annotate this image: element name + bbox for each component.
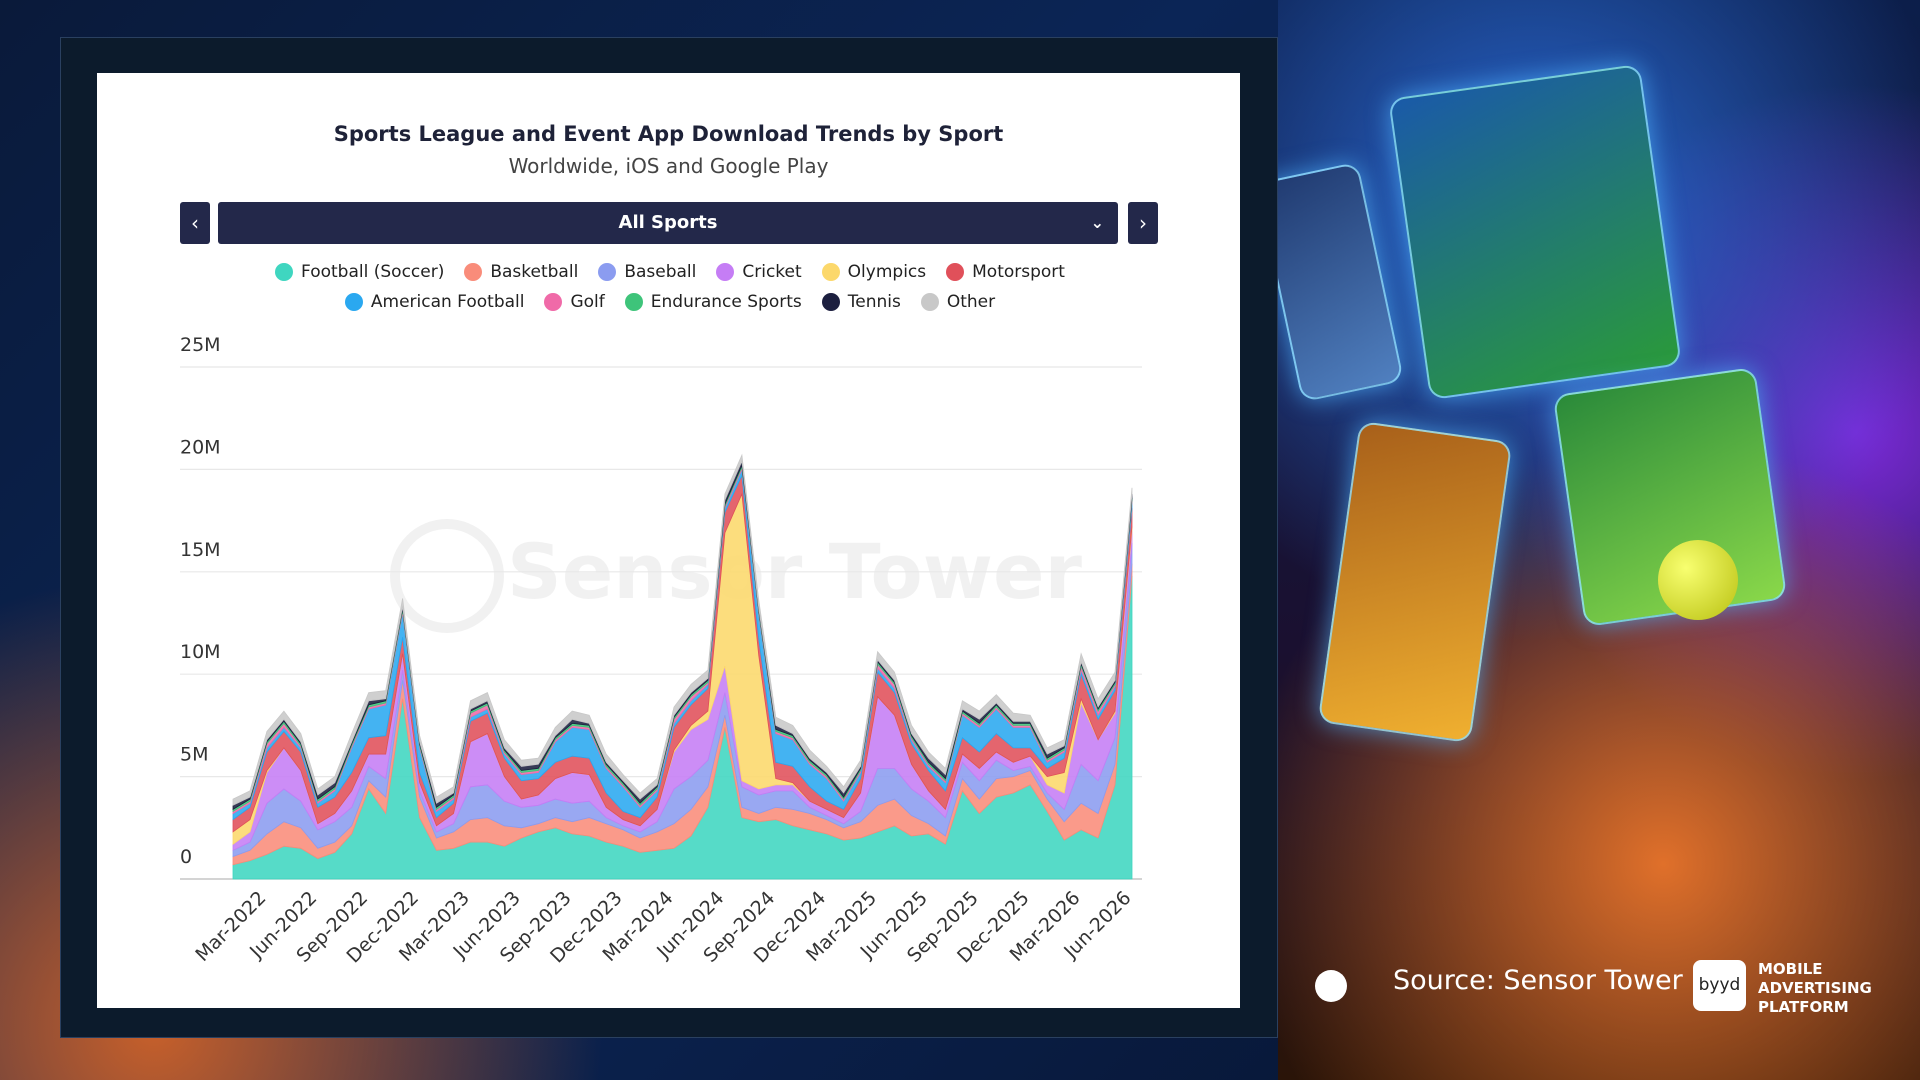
legend-swatch (716, 263, 735, 281)
legend-swatch (946, 263, 965, 281)
legend-item[interactable]: American Football (344, 292, 525, 312)
legend-label: Olympics (847, 262, 927, 282)
area (232, 453, 1133, 806)
legend-item[interactable]: Olympics (821, 262, 927, 282)
art-ball (1658, 540, 1738, 620)
brand-logo: byyd (1693, 960, 1746, 1011)
art-screen (1388, 63, 1682, 401)
dropdown-label: All Sports (618, 212, 718, 233)
dropdown-chevron: ⌄ (1090, 213, 1104, 232)
art-screen (1255, 161, 1405, 403)
legend: Football (Soccer) Basketball Baseball Crick… (190, 262, 1150, 312)
legend-swatch (920, 293, 939, 311)
brand-tagline: MOBILE ADVERTISING PLATFORM (1758, 960, 1872, 1017)
y-tick-label: 5M (180, 744, 208, 766)
legend-swatch (821, 293, 840, 311)
legend-label: Football (Soccer) (301, 262, 445, 282)
bullet (1315, 970, 1347, 1002)
legend-item[interactable]: Other (920, 292, 996, 312)
legend-swatch (624, 293, 643, 311)
legend-item[interactable]: Football (Soccer) (275, 262, 444, 282)
legend-swatch (275, 263, 294, 281)
legend-swatch (821, 263, 840, 281)
legend-label: Basketball (490, 262, 579, 282)
legend-item[interactable]: Cricket (716, 262, 802, 282)
legend-label: American Football (370, 292, 525, 312)
legend-label: Tennis (847, 292, 901, 312)
y-tick-label: 25M (180, 334, 221, 356)
legend-swatch (598, 263, 617, 281)
legend-swatch (344, 293, 363, 311)
chart-title: Sports League and Event App Download Tre… (333, 122, 1004, 146)
art-screen (1317, 420, 1513, 744)
tagline-line: MOBILE (1758, 960, 1823, 978)
tagline-line: PLATFORM (1758, 998, 1849, 1016)
prev-button[interactable]: ‹ (180, 202, 210, 244)
legend-swatch (464, 263, 483, 281)
legend-item[interactable]: Tennis (821, 292, 901, 312)
legend-swatch (544, 293, 563, 311)
sport-dropdown[interactable]: All Sports ⌄ (218, 202, 1118, 244)
legend-label: Endurance Sports (650, 292, 802, 312)
legend-label: Cricket (742, 262, 802, 282)
legend-item[interactable]: Basketball (464, 262, 578, 282)
legend-label: Other (946, 292, 996, 312)
legend-label: Golf (570, 292, 605, 312)
source-note: Source: Sensor Tower (1393, 965, 1683, 996)
legend-item[interactable]: Baseball (598, 262, 696, 282)
legend-item[interactable]: Golf (544, 292, 605, 312)
chart-subtitle: Worldwide, iOS and Google Play (508, 154, 829, 178)
plot: Sensor Tower 05M10M15M20M25MMar-2022Jun-… (180, 334, 1142, 968)
y-tick-label: 10M (180, 641, 221, 663)
legend-label: Motorsport (972, 262, 1065, 282)
legend-item[interactable]: Motorsport (946, 262, 1065, 282)
tagline-line: ADVERTISING (1758, 979, 1872, 997)
areas (232, 453, 1133, 880)
y-tick-label: 15M (180, 539, 221, 561)
legend-item[interactable]: Endurance Sports (624, 292, 802, 312)
next-button[interactable]: › (1128, 202, 1158, 244)
y-tick-label: 20M (180, 436, 221, 458)
legend-label: Baseball (624, 262, 697, 282)
y-tick-label: 0 (180, 846, 192, 868)
hero-artwork (1255, 0, 1920, 1080)
